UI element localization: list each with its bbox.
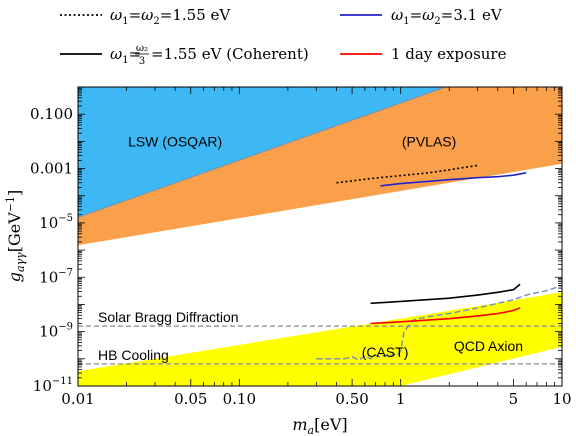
- legend-entry-3: ω1= ω₂ 3 =1.55 eV (Coherent): [110, 43, 309, 67]
- y-tick-label: 10−7: [39, 267, 73, 286]
- plot-area: [78, 87, 562, 386]
- x-axis-label: ma[eV]: [292, 415, 347, 436]
- label-lsw-osqar: LSW (OSQAR): [128, 133, 222, 149]
- svg-text:=1.55 eV (Coherent): =1.55 eV (Coherent): [151, 45, 309, 63]
- y-tick-label: 0.100: [30, 105, 73, 123]
- label-qcd-axion: QCD Axion: [454, 338, 523, 354]
- axis-ticks: 0.01 0.05 0.10 0.50 1 5 10 0.100 0.001 10−5 10−7 10…: [30, 87, 572, 408]
- label-pvlas: (PVLAS): [402, 133, 456, 149]
- region-boundary-line: [78, 87, 446, 218]
- y-axis-label: gaγγ[GeV−1]: [4, 190, 27, 282]
- label-cast: (CAST): [362, 344, 409, 360]
- svg-text:3: 3: [139, 56, 145, 67]
- x-tick-label: 0.05: [174, 390, 207, 408]
- legend-entry-1: ω1=ω2=1.55 eV: [110, 6, 231, 27]
- cast-curve: [316, 284, 562, 361]
- x-tick-label: 0.01: [61, 390, 94, 408]
- x-tick-label: 10: [552, 390, 571, 408]
- x-tick-label: 5: [509, 390, 519, 408]
- svg-text:ω₂: ω₂: [136, 43, 148, 54]
- legend-entry-4: 1 day exposure: [391, 45, 507, 63]
- legend: ω1=ω2=1.55 eV ω1=ω2=3.1 eV ω1= ω₂ 3 =1.5…: [60, 6, 507, 67]
- region-labels: LSW (OSQAR) (PVLAS) QCD Axion (CAST) Solar B…: [98, 133, 523, 363]
- legend-entry-2: ω1=ω2=3.1 eV: [391, 6, 503, 27]
- label-solar-bragg-diffraction: Solar Bragg Diffraction: [98, 309, 239, 325]
- series-line-3: [370, 283, 521, 305]
- series-line-4: [370, 307, 521, 325]
- x-tick-label: 1: [396, 390, 406, 408]
- y-tick-label: 10−11: [33, 376, 73, 395]
- x-tick-label: 0.50: [335, 390, 368, 408]
- label-hb-cooling: HB Cooling: [98, 347, 169, 363]
- y-tick-label: 10−9: [39, 322, 73, 341]
- series-line-1: [336, 164, 478, 184]
- region-pvlas: [78, 87, 562, 246]
- series-line-2: [380, 172, 527, 187]
- y-tick-label: 0.001: [30, 160, 73, 178]
- svg-text:ω1=: ω1=: [110, 45, 141, 66]
- region-qcd-axion: [78, 292, 562, 386]
- plot-frame: [77, 86, 563, 387]
- y-tick-label: 10−5: [39, 213, 73, 232]
- x-tick-label: 0.10: [223, 390, 256, 408]
